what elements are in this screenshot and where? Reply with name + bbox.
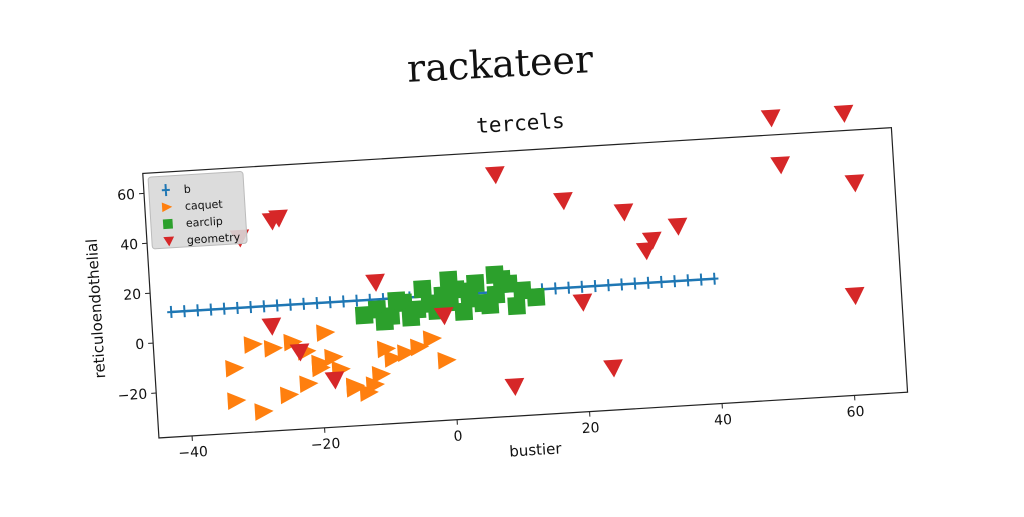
series-earclip-point — [375, 312, 394, 331]
x-tick-label: 60 — [846, 404, 865, 421]
y-tick-label: −20 — [117, 387, 147, 405]
x-tick-label: −20 — [310, 436, 340, 454]
legend-label-caquet: caquet — [184, 198, 223, 213]
series-earclip-point — [439, 271, 458, 290]
series-earclip-point — [481, 296, 500, 315]
y-tick-label: 0 — [135, 337, 145, 354]
chart-title: tercels — [476, 109, 566, 138]
y-tick-label: 20 — [123, 287, 142, 304]
legend-label-b: b — [183, 183, 191, 196]
series-earclip-point — [387, 291, 406, 310]
y-tick-label: 40 — [120, 237, 139, 254]
x-tick-label: 20 — [581, 420, 600, 437]
series-earclip-point — [527, 288, 546, 307]
series-earclip-point — [402, 308, 421, 327]
x-tick-label: −40 — [178, 444, 208, 462]
legend-marker-earclip — [163, 219, 173, 229]
series-earclip-point — [485, 265, 504, 284]
x-tick-label: 0 — [453, 428, 463, 445]
y-tick-label: 60 — [117, 187, 136, 204]
y-axis-label: reticuloendothelial — [83, 238, 110, 379]
series-earclip-point — [507, 297, 526, 316]
series-earclip-point — [413, 280, 432, 299]
x-axis-label: bustier — [509, 439, 563, 460]
series-geometry-point — [834, 105, 855, 124]
series-geometry-point — [761, 109, 782, 128]
series-earclip-point — [460, 282, 479, 301]
legend-label-earclip: earclip — [186, 215, 224, 230]
x-tick-label: 40 — [714, 412, 733, 429]
